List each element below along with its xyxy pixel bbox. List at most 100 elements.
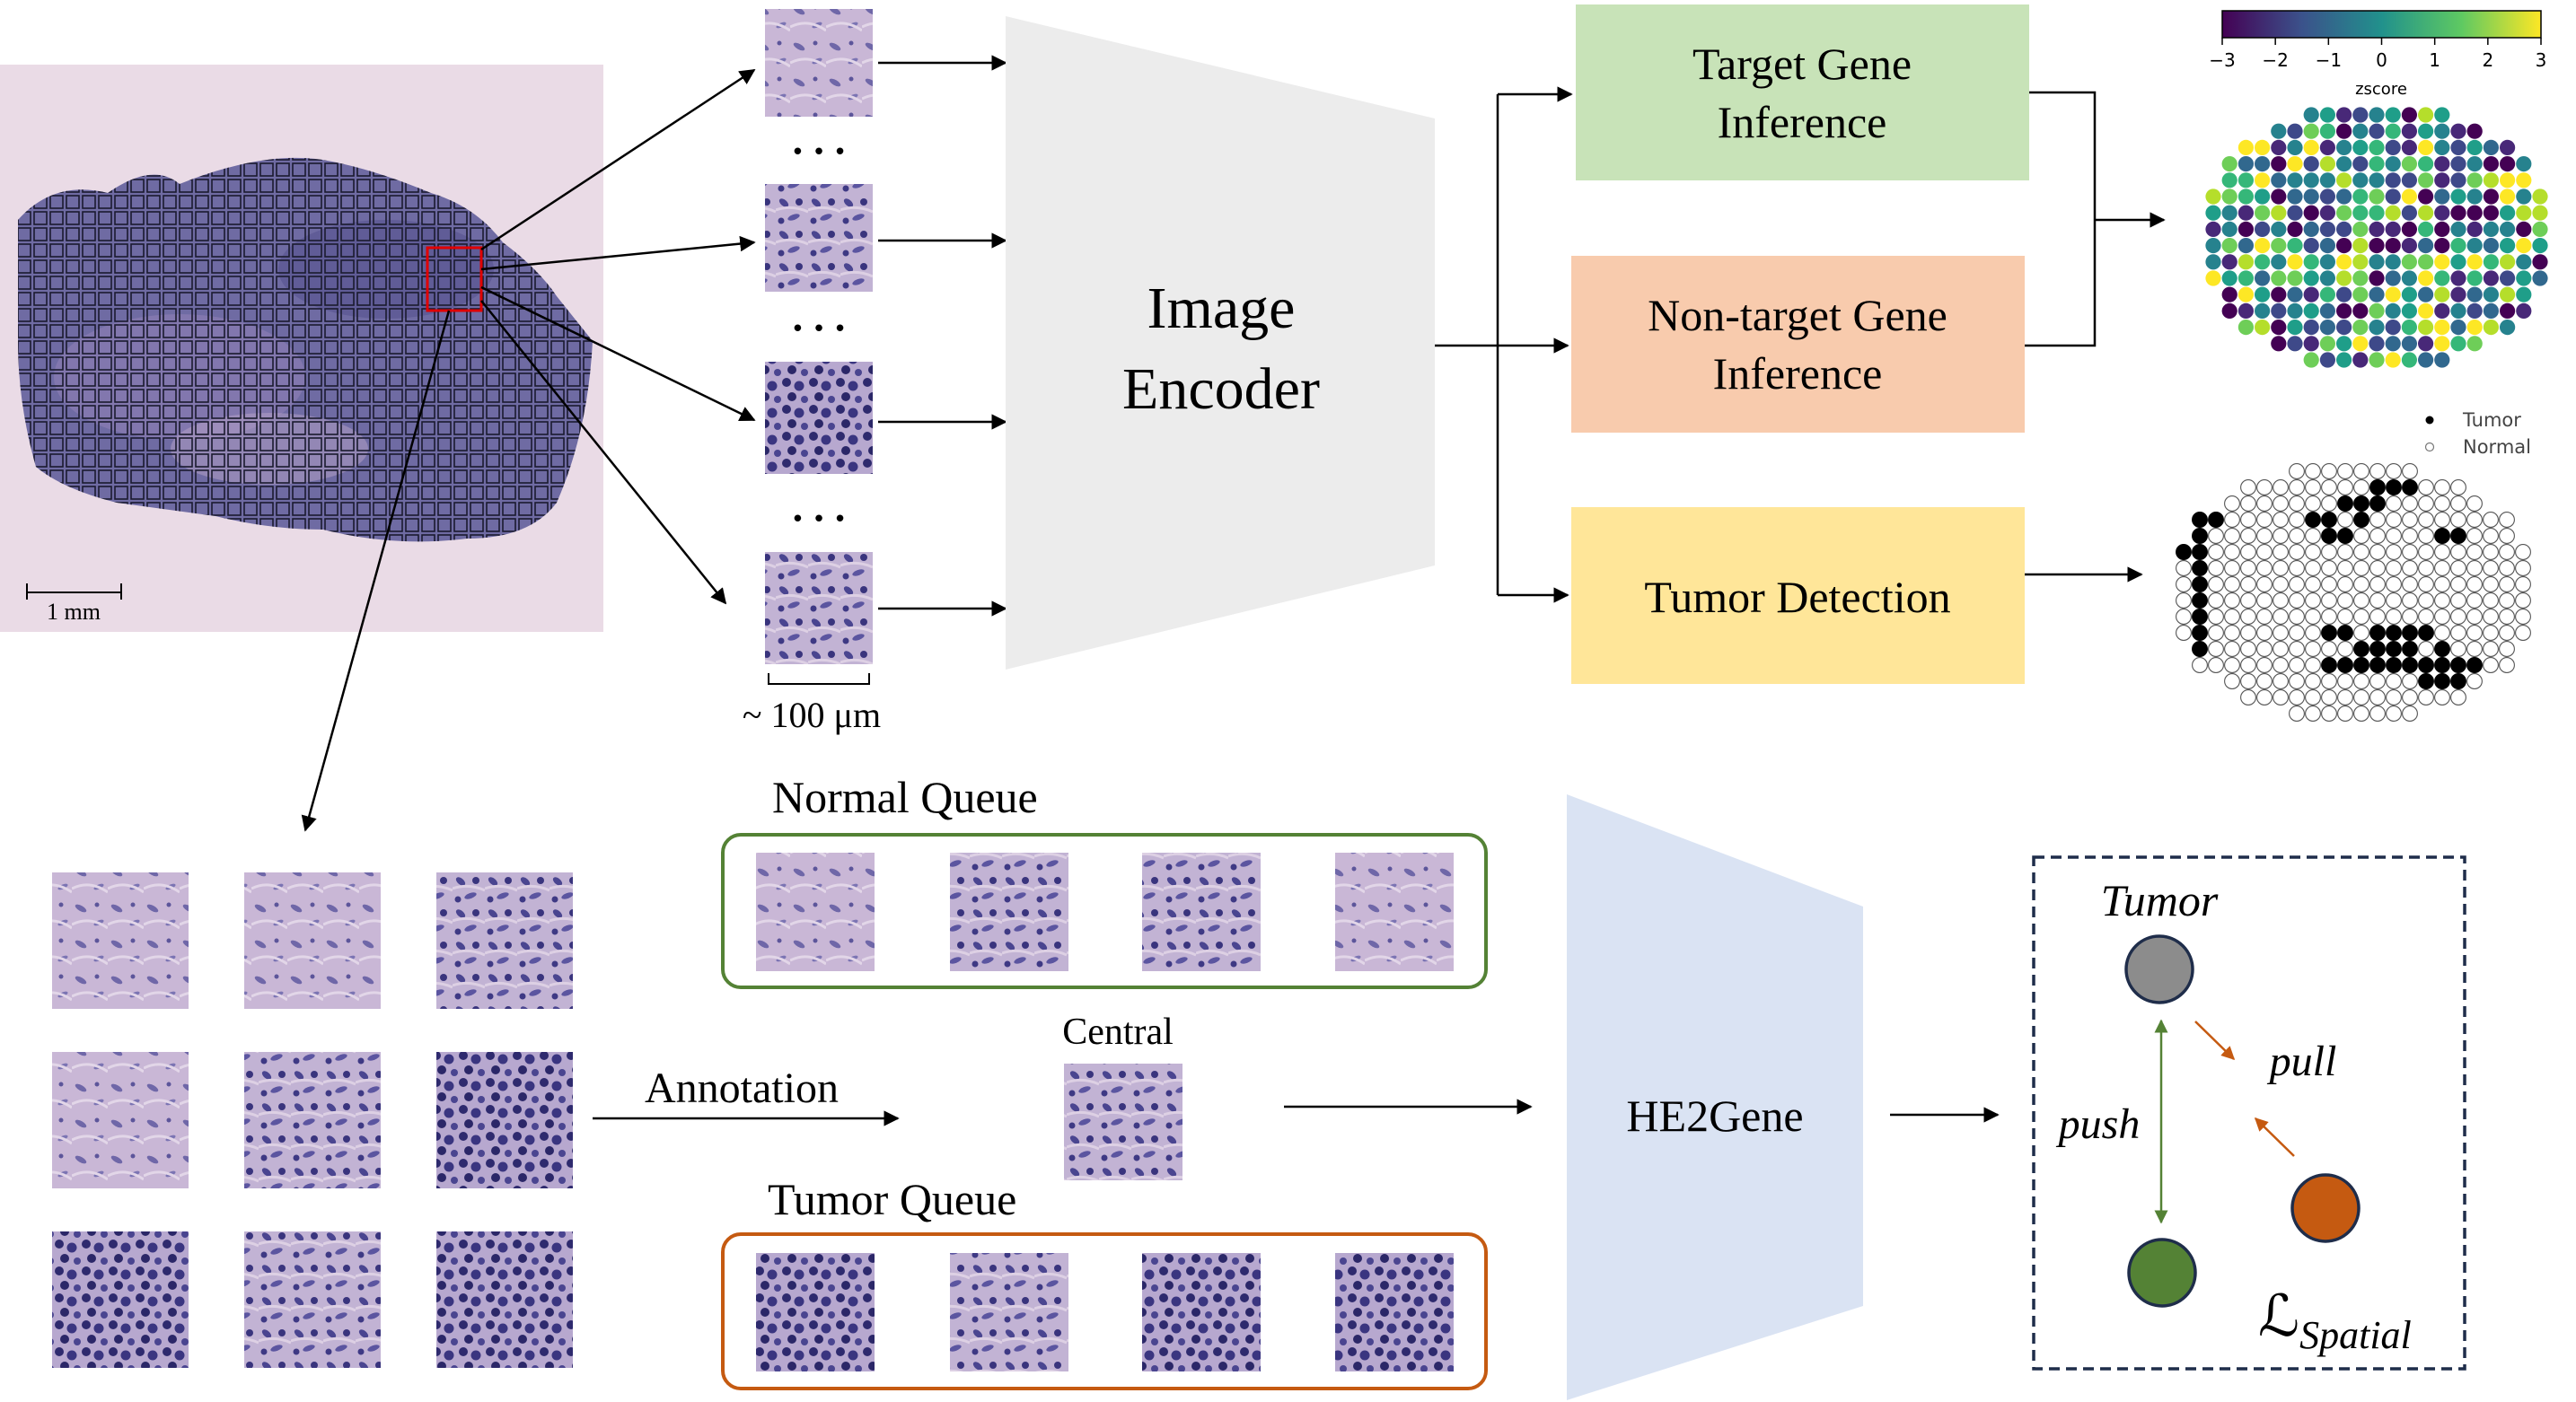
zscore-spot [2385,123,2401,139]
zscore-spot [2319,188,2335,205]
normal-spot [2289,576,2305,592]
normal-spot [2353,528,2369,544]
normal-spot [2499,544,2515,560]
zscore-spot [2450,156,2466,172]
normal-spot [2289,673,2305,689]
zscore-spot [2369,270,2385,286]
zscore-spot [2369,107,2385,123]
normal-spot [2466,528,2483,544]
zscore-spot [2466,270,2483,286]
normal-spot [2176,625,2192,641]
zscore-spot [2418,139,2434,155]
normal-spot [2305,705,2321,722]
zscore-spot [2271,336,2287,352]
grid-patch-7 [52,1231,189,1368]
tumor-spot [2450,657,2466,673]
tumor-spot [2305,512,2321,528]
patch-ellipsis-1: • • • [791,139,848,166]
zscore-spot [2287,221,2303,237]
normal-spot [2337,463,2353,479]
zscore-spot [2369,302,2385,319]
normal-spot [2450,560,2466,576]
zscore-spot [2352,302,2369,319]
normal-spot [2466,625,2483,641]
normal-spot [2289,609,2305,625]
tumor-spot [2386,479,2402,495]
normal-spot [2273,641,2289,657]
zscore-spot [2352,238,2369,254]
zscore-spot [2238,221,2254,237]
zscore-spot [2336,156,2352,172]
zscore-spot [2336,302,2352,319]
normal-spot [2273,576,2289,592]
zscore-spot [2500,205,2516,221]
normal-spot [2369,560,2386,576]
normal-spot [2273,657,2289,673]
tumor-spot [2369,625,2386,641]
normal-spot [2305,641,2321,657]
zscore-spot [2319,238,2335,254]
normal-spot [2321,495,2337,512]
tumor-spot [2402,625,2418,641]
zscore-spot [2466,205,2483,221]
normal-spot [2402,528,2418,544]
normal-spot [2305,625,2321,641]
zscore-spot [2418,238,2434,254]
zscore-spot [2434,336,2450,352]
tumor-legend-marker [2425,416,2434,425]
target-gene-inference-box: Target Gene Inference [1576,4,2029,180]
normal-spot [2256,528,2273,544]
normal-spot [2353,576,2369,592]
tumor-spot [2192,625,2208,641]
normal-spot [2256,625,2273,641]
zscore-spot [2500,286,2516,302]
normal-spot [2369,463,2386,479]
zscore-spot [2369,320,2385,336]
central-title: Central [1062,1012,1174,1053]
zscore-spot [2369,188,2385,205]
zscore-spot [2401,107,2417,123]
zscore-spot [2287,320,2303,336]
zscore-spot [2434,139,2450,155]
normal-spot [2369,673,2386,689]
tumor-spot [2369,479,2386,495]
zscore-spot [2450,238,2466,254]
tumor-spot [2192,592,2208,609]
zscore-spot [2516,172,2532,188]
zscore-spot [2303,238,2319,254]
zscore-spot [2319,172,2335,188]
zscore-spot [2255,270,2271,286]
zscore-spot [2205,238,2221,254]
normal-spot [2353,689,2369,705]
zscore-spot [2205,270,2221,286]
zscore-spot [2336,352,2352,368]
tumor-spot [2321,625,2337,641]
normal-spot [2499,625,2515,641]
zscore-spot [2255,188,2271,205]
zscore-spot [2500,254,2516,270]
zscore-spot [2238,188,2254,205]
zscore-spot [2385,320,2401,336]
normal-node [2127,1238,2197,1308]
tumor-queue [721,1232,1488,1390]
zscore-spot [2205,205,2221,221]
zscore-spot [2369,205,2385,221]
tumor-spot [2192,560,2208,576]
normal-spot [2434,479,2450,495]
zscore-spot [2221,205,2238,221]
normal-spot [2466,560,2483,576]
zscore-spot [2532,205,2548,221]
normal-spot [2273,673,2289,689]
normal-spot [2208,609,2224,625]
zscore-spot [2319,352,2335,368]
normal-spot [2256,592,2273,609]
normal-spot [2240,479,2256,495]
normal-spot [2434,512,2450,528]
zscore-spot [2303,352,2319,368]
normal-spot [2353,705,2369,722]
normal-spot [2483,609,2499,625]
zscore-spot [2303,254,2319,270]
tumor-spot [2337,528,2353,544]
zscore-spot [2450,123,2466,139]
normal-spot [2289,592,2305,609]
